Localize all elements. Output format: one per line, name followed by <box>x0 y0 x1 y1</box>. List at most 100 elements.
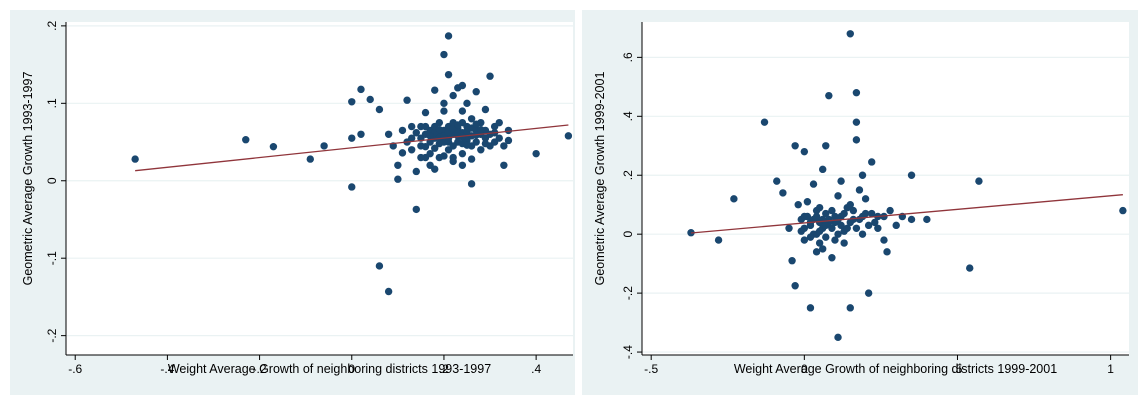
scatter-point <box>458 149 467 158</box>
scatter-point <box>861 195 870 203</box>
scatter-point <box>431 165 439 173</box>
scatter-point <box>348 134 356 142</box>
scatter-point <box>812 212 821 221</box>
x-axis-title: Weight Average Growth of neighboring dis… <box>168 362 491 376</box>
scatter-point <box>504 136 513 145</box>
scatter-point <box>852 136 861 144</box>
y-tick-label: .4 <box>621 111 635 121</box>
scatter-point <box>828 224 836 232</box>
scatter-point <box>320 142 328 150</box>
scatter-point <box>803 212 812 221</box>
scatter-chart-1993-1997: -.2 -.1 0 .1 .2 -.6 -.4 -.2 0 .2 .4 Weight Average … <box>21 21 573 376</box>
fit-line <box>135 124 569 172</box>
scatter-point <box>306 155 314 163</box>
scatter-point <box>800 147 809 156</box>
scatter-point <box>384 287 393 296</box>
scatter-point <box>858 212 867 221</box>
scatter-point <box>846 30 854 38</box>
scatter-point <box>846 201 854 209</box>
scatter-point <box>458 107 467 115</box>
scatter-point <box>444 138 453 146</box>
x-tick-label: .4 <box>531 362 541 376</box>
scatter-point <box>923 215 931 224</box>
y-tick-label: 0 <box>621 231 635 238</box>
scatter-point <box>806 304 815 312</box>
scatter-point <box>131 155 139 163</box>
scatter-point <box>886 206 894 215</box>
scatter-point <box>714 236 723 244</box>
scatter-point <box>837 177 845 185</box>
scatter-point <box>828 254 836 262</box>
scatter-point <box>467 115 476 123</box>
scatter-point <box>426 132 434 140</box>
x-tick-label: .2 <box>439 362 449 376</box>
scatter-point <box>788 256 796 265</box>
plot-area <box>642 22 1129 355</box>
scatter-point <box>846 304 854 312</box>
y-tick-label: -.1 <box>45 251 59 265</box>
scatter-point <box>849 206 858 215</box>
scatter-point <box>794 201 802 209</box>
scatter-point <box>435 118 444 127</box>
scatter-point <box>874 224 882 232</box>
scatter-point <box>892 221 900 230</box>
scatter-point <box>828 206 836 215</box>
scatter-point <box>486 72 494 80</box>
scatter-point <box>834 333 842 342</box>
scatter-point <box>458 81 467 90</box>
scatter-point <box>779 189 787 197</box>
x-tick-label: 0 <box>801 362 808 376</box>
scatter-point <box>495 118 503 127</box>
scatter-point <box>840 209 848 218</box>
scatter-point <box>730 195 738 203</box>
y-tick-label: .2 <box>621 170 635 180</box>
scatter-point <box>440 99 448 108</box>
scatter-chart-1999-2001: -.4 -.2 0 .2 .4 .6 -.5 0 .5 1 Weight Average Growt… <box>593 22 1129 376</box>
scatter-point <box>840 239 848 247</box>
fit-line <box>690 194 1123 234</box>
scatter-point <box>864 289 873 297</box>
scatter-point <box>440 50 448 59</box>
scatter-point <box>348 98 356 106</box>
scatter-point <box>454 121 462 129</box>
scatter-point <box>366 95 374 104</box>
scatter-point <box>785 224 793 232</box>
scatter-point <box>815 239 824 247</box>
scatter-point <box>431 86 439 94</box>
scatter-point <box>440 107 448 115</box>
scatter-point <box>444 32 453 40</box>
scatter-point <box>500 142 508 150</box>
scatter-point <box>348 183 356 191</box>
scatter-point <box>806 233 815 241</box>
scatter-point <box>412 205 420 214</box>
y-tick-label: -.2 <box>45 328 59 342</box>
scatter-point <box>822 233 830 241</box>
scatter-panel-1999-2001: -.4 -.2 0 .2 .4 .6 -.5 0 .5 1 Weight Average Growt… <box>582 10 1138 395</box>
scatter-point <box>966 264 974 272</box>
scatter-point <box>357 130 365 138</box>
scatter-point <box>791 282 799 290</box>
scatter-point <box>458 161 467 169</box>
scatter-point <box>815 203 824 212</box>
scatter-point <box>398 126 407 135</box>
scatter-point <box>431 144 439 152</box>
y-tick-label: .2 <box>45 21 59 31</box>
y-tick-label: .1 <box>45 98 59 108</box>
scatter-point <box>357 85 365 94</box>
x-tick-label: -.2 <box>253 362 267 376</box>
scatter-point <box>852 118 861 126</box>
scatter-point <box>477 125 485 134</box>
scatter-point <box>504 126 513 135</box>
x-axis-title: Weight Average Growth of neighboring dis… <box>734 362 1057 376</box>
scatter-point <box>467 180 476 188</box>
x-tick-label: 0 <box>348 362 355 376</box>
scatter-point <box>822 221 830 230</box>
scatter-point <box>472 87 480 96</box>
scatter-point <box>375 262 384 270</box>
scatter-point <box>463 99 471 108</box>
scatter-point <box>269 142 278 151</box>
y-axis-title: Geometric Average Growth 1993-1997 <box>21 72 35 286</box>
scatter-point <box>831 236 839 244</box>
scatter-point <box>421 122 430 131</box>
scatter-point <box>852 89 861 97</box>
